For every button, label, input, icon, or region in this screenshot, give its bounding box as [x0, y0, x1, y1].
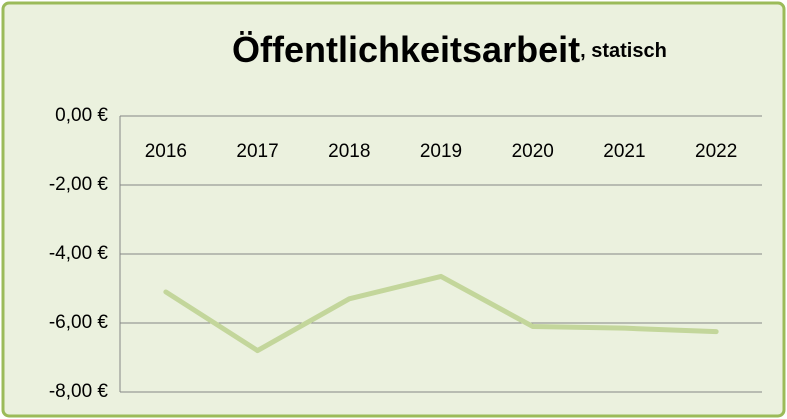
- x-tick-label: 2018: [328, 141, 370, 162]
- x-tick-label: 2022: [695, 141, 737, 162]
- y-tick-label: -8,00 €: [49, 381, 109, 402]
- x-tick-label: 2020: [512, 141, 554, 162]
- y-tick-label: -6,00 €: [49, 312, 109, 333]
- y-tick-label: -4,00 €: [49, 243, 109, 264]
- x-tick-label: 2017: [236, 141, 278, 162]
- chart-title: Öffentlichkeitsarbeit: [232, 29, 580, 70]
- chart-title-block: Öffentlichkeitsarbeit, statisch: [232, 29, 667, 70]
- x-tick-label: 2021: [603, 141, 645, 162]
- x-tick-label: 2016: [145, 141, 187, 162]
- y-tick-label: -2,00 €: [49, 174, 109, 195]
- y-tick-label: 0,00 €: [55, 105, 108, 126]
- chart-subtitle: , statisch: [580, 40, 667, 62]
- data-line: [163, 273, 719, 354]
- x-tick-label: 2019: [420, 141, 462, 162]
